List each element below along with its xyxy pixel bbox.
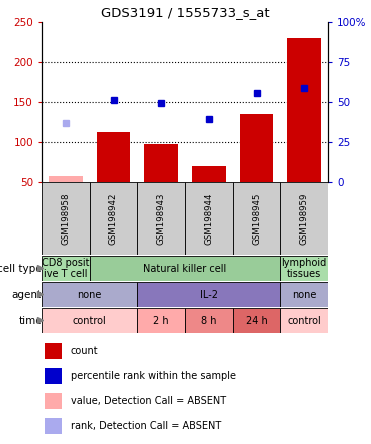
Text: count: count [70,345,98,356]
Text: percentile rank within the sample: percentile rank within the sample [70,371,236,381]
Text: IL-2: IL-2 [200,289,218,300]
Text: GSM198943: GSM198943 [157,192,166,245]
Bar [45,342,62,359]
Bar [185,182,233,255]
Bar [144,143,178,182]
Bar [42,282,137,307]
Text: CD8 posit
ive T cell: CD8 posit ive T cell [42,258,89,279]
Bar [192,166,226,182]
Bar [233,182,280,255]
Bar [90,256,280,281]
Text: GSM198944: GSM198944 [204,192,213,245]
Bar [45,393,62,409]
Bar [45,418,62,435]
Bar [233,308,280,333]
Text: Natural killer cell: Natural killer cell [143,263,227,274]
Bar [280,282,328,307]
Text: GSM198945: GSM198945 [252,192,261,245]
Bar [137,308,185,333]
Bar [97,131,130,182]
Text: agent: agent [12,289,42,300]
Bar [280,256,328,281]
Text: value, Detection Call = ABSENT: value, Detection Call = ABSENT [70,396,226,406]
Text: time: time [19,316,42,325]
Text: 24 h: 24 h [246,316,267,325]
Text: 8 h: 8 h [201,316,217,325]
Bar [240,114,273,182]
Text: lymphoid
tissues: lymphoid tissues [282,258,327,279]
Text: control: control [73,316,106,325]
Text: none: none [292,289,316,300]
Bar [137,182,185,255]
Text: GSM198942: GSM198942 [109,192,118,245]
Title: GDS3191 / 1555733_s_at: GDS3191 / 1555733_s_at [101,7,269,20]
Bar [42,182,90,255]
Bar [42,308,137,333]
Bar [49,176,82,182]
Text: GSM198958: GSM198958 [61,192,70,245]
Bar [90,182,137,255]
Text: control: control [287,316,321,325]
Bar [42,256,90,281]
Bar [280,182,328,255]
Text: GSM198959: GSM198959 [300,192,309,245]
Text: none: none [78,289,102,300]
Bar [280,308,328,333]
Text: 2 h: 2 h [153,316,169,325]
Bar [137,282,280,307]
Text: rank, Detection Call = ABSENT: rank, Detection Call = ABSENT [70,421,221,432]
Bar [288,38,321,182]
Bar [45,368,62,384]
Bar [185,308,233,333]
Text: cell type: cell type [0,263,42,274]
